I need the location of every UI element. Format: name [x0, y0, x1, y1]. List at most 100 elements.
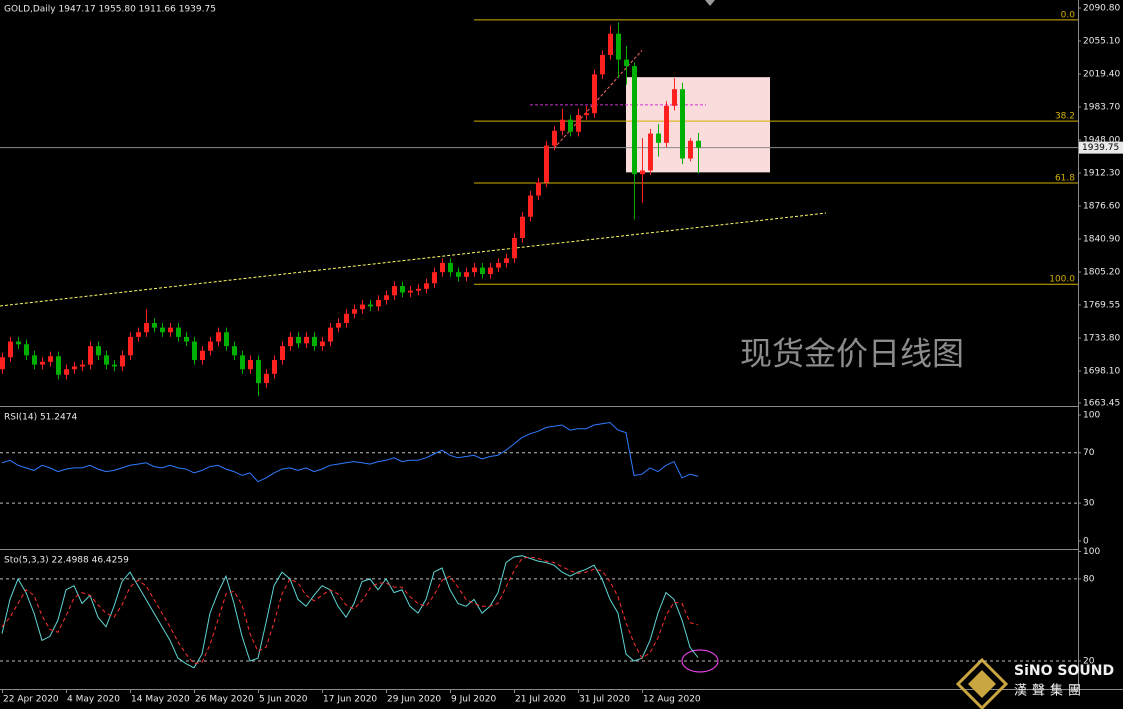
- candle-body: [216, 332, 221, 342]
- indicator-line: [1, 556, 699, 665]
- candle-body: [208, 341, 213, 351]
- candle-body: [104, 355, 109, 365]
- candle-body: [376, 299, 381, 307]
- y-tick-label: 1983.70: [1083, 103, 1120, 113]
- candle-body: [688, 140, 693, 159]
- candle-body: [616, 33, 621, 60]
- candle-body: [472, 267, 477, 273]
- x-tick-label: 9 Jul 2020: [451, 695, 496, 705]
- candle-body: [512, 237, 517, 259]
- x-tick-label: 12 Aug 2020: [643, 695, 701, 705]
- fib-label: 38.2: [1055, 112, 1075, 122]
- candle-body: [696, 140, 701, 148]
- y-tick-label: 1912.30: [1083, 169, 1120, 179]
- last-price-label: 1939.75: [1082, 143, 1119, 153]
- y-tick-label: 1805.20: [1083, 268, 1120, 278]
- trendline: [553, 50, 643, 149]
- x-tick-label: 21 Jul 2020: [515, 695, 566, 705]
- candle-body: [64, 369, 69, 375]
- candle-body: [432, 272, 437, 284]
- candle-body: [264, 373, 269, 384]
- candle-body: [328, 327, 333, 342]
- candle-body: [528, 195, 533, 217]
- candle-body: [416, 288, 421, 291]
- candle-body: [648, 133, 653, 171]
- candle-body: [0, 357, 5, 370]
- y-tick-label: 80: [1083, 574, 1095, 584]
- candle-body: [200, 350, 205, 360]
- candle-body: [120, 355, 125, 367]
- candle-body: [344, 313, 349, 324]
- candle-body: [368, 304, 373, 307]
- candle-body: [176, 327, 181, 337]
- y-tick-label: 100: [1083, 547, 1100, 557]
- y-tick-label: 20: [1083, 656, 1095, 666]
- panel-title: Sto(5,3,3) 22.4988 46.4259: [4, 556, 129, 566]
- candle-body: [352, 309, 357, 314]
- y-tick-label: 1840.90: [1083, 235, 1120, 245]
- shift-marker: [705, 0, 715, 6]
- chart-content: 2090.80 2055.10 2019.40 1983.70 1948.00 1912.…: [0, 4, 1123, 705]
- candle-body: [8, 341, 13, 358]
- watermark: SiNO SOUND 漢聲集團: [955, 657, 1114, 709]
- x-tick-label: 26 May 2020: [195, 695, 254, 705]
- candle-body: [152, 323, 157, 328]
- candle-body: [240, 355, 245, 370]
- logo-inner: [968, 670, 996, 698]
- candle-body: [480, 267, 485, 275]
- y-tick-label: 30: [1083, 499, 1095, 509]
- y-tick-label: 2090.80: [1083, 4, 1120, 14]
- indicator-line: [1, 421, 699, 483]
- candle-body: [224, 332, 229, 347]
- candle-body: [464, 272, 469, 277]
- candle-body: [672, 89, 677, 106]
- y-tick-label: 1663.45: [1083, 399, 1120, 409]
- candle-body: [424, 283, 429, 289]
- y-tick-label: 100: [1083, 410, 1100, 420]
- candle-body: [600, 54, 605, 75]
- candle-body: [592, 74, 597, 114]
- candle-body: [192, 341, 197, 360]
- candle-body: [312, 336, 317, 347]
- panel-title: GOLD,Daily 1947.17 1955.80 1911.66 1939.…: [4, 5, 216, 15]
- candle-body: [496, 262, 501, 268]
- candle-body: [80, 364, 85, 367]
- annotation: 现货金价日线图: [740, 335, 964, 373]
- y-tick-label: 1769.55: [1083, 300, 1120, 310]
- x-tick-label: 14 May 2020: [131, 695, 190, 705]
- candle-body: [336, 323, 341, 328]
- candle-body: [384, 295, 389, 300]
- candle-body: [664, 105, 669, 143]
- y-tick-label: 2019.40: [1083, 70, 1120, 80]
- candle-body: [248, 359, 253, 370]
- candle-body: [256, 359, 261, 384]
- candle-body: [320, 341, 325, 347]
- candle-body: [408, 290, 413, 293]
- candle-body: [624, 59, 629, 67]
- candle-body: [488, 267, 493, 275]
- candle-body: [448, 262, 453, 273]
- highlight-ellipse: [681, 649, 719, 673]
- candle-body: [160, 327, 165, 333]
- indicator-line: [1, 555, 699, 669]
- candle-body: [32, 355, 37, 365]
- candle-body: [112, 364, 117, 367]
- fib-label: 100.0: [1049, 275, 1075, 285]
- candle-body: [48, 356, 53, 362]
- candle-body: [552, 130, 557, 146]
- candle-body: [56, 356, 61, 375]
- candle-body: [680, 89, 685, 159]
- candle-body: [88, 346, 93, 365]
- y-tick-label: 0: [1083, 536, 1089, 546]
- x-tick-label: 17 Jun 2020: [323, 695, 377, 705]
- watermark-cn: 漢聲集團: [1014, 683, 1086, 699]
- candle-body: [392, 286, 397, 296]
- candle-body: [16, 341, 21, 345]
- candle-body: [632, 66, 637, 175]
- candle-body: [96, 346, 101, 356]
- candle-body: [400, 286, 405, 293]
- y-tick-label: 1876.60: [1083, 202, 1120, 212]
- candle-body: [456, 272, 461, 277]
- x-tick-label: 5 Jun 2020: [259, 695, 308, 705]
- candle-body: [232, 346, 237, 356]
